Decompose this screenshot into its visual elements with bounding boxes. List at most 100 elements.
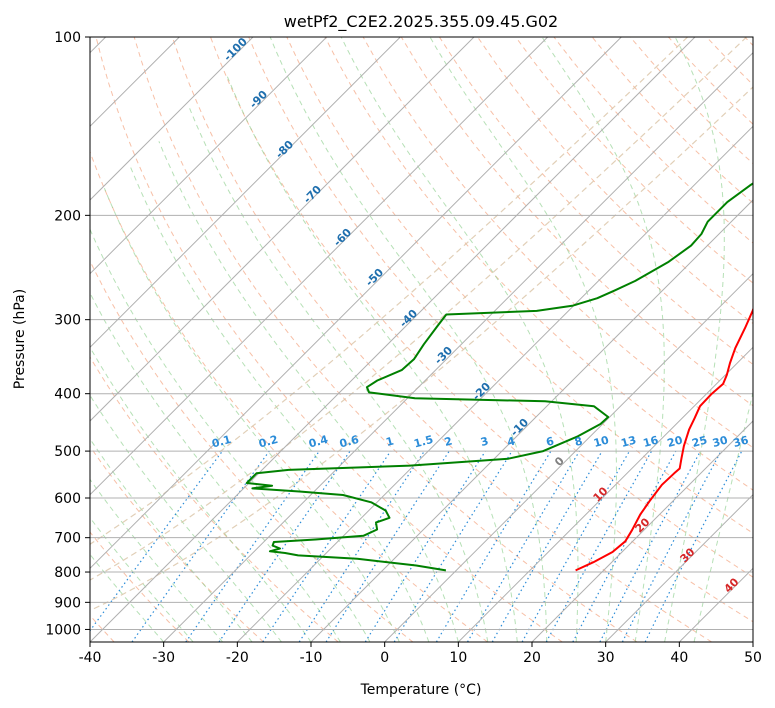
isotherm-line [236, 125, 753, 642]
moist-adiabat-line [103, 188, 400, 642]
x-axis-ticks: -40 -30 -20 -10 0 10 20 30 40 50 [79, 642, 762, 666]
plot-frame [89, 36, 754, 643]
dry-adiabat-line [95, 37, 563, 642]
auxiliary-curve-line [90, 86, 753, 612]
isotherm-line [90, 37, 622, 570]
dry-adiabat-line [400, 37, 753, 407]
x-tick-label: -10 [300, 650, 323, 666]
mixing-ratio-line [262, 450, 392, 642]
moist-adiabat-line [429, 37, 617, 642]
mixing-ratio-label: 4 [506, 434, 517, 449]
y-axis-ticks: 100 200 300 400 500 600 700 800 900 1000 [45, 30, 90, 638]
x-tick-label: -20 [226, 650, 249, 666]
mixing-ratio-line [435, 450, 552, 642]
dry-adiabat-line [210, 37, 753, 623]
mixing-ratio-label: 6 [545, 434, 556, 449]
x-tick-label: 20 [523, 650, 541, 666]
moist-adiabat-line [90, 478, 223, 642]
y-axis-label: Pressure (hPa) [12, 289, 28, 389]
temperature-profile-line [575, 306, 753, 572]
plot-background [90, 37, 753, 642]
y-tick-label: 200 [54, 208, 81, 224]
x-tick-label: -40 [79, 650, 102, 666]
pressure-gridlines [90, 37, 753, 642]
moist-adiabat-line [340, 37, 579, 642]
isotherm-line [90, 37, 475, 422]
x-axis-label: Temperature (°C) [360, 682, 482, 698]
chart-title: wetPf2_C2E2.2025.355.09.45.G02 [284, 12, 558, 32]
mixing-ratio-label: 30 [711, 433, 729, 450]
mixing-ratio-label: 3 [479, 434, 490, 449]
dry-adiabat-line [438, 37, 753, 366]
moist-adiabat-line [225, 72, 518, 642]
mixing-ratio-line [185, 450, 320, 642]
dewpoint-profile-line [245, 182, 753, 572]
y-tick-label: 800 [54, 565, 81, 581]
mixing-ratio-label: 0.1 [210, 433, 232, 451]
moist-adiabat-line [90, 516, 194, 642]
dry-adiabat-line [133, 37, 638, 642]
isotherm-line [384, 272, 753, 642]
isotherm-line [310, 199, 753, 642]
isotherm-line [90, 37, 696, 642]
mixing-ratio-line [218, 450, 351, 642]
mixing-ratio-label: 20 [666, 433, 684, 450]
mixing-ratio-label: 0.2 [257, 433, 279, 451]
x-tick-label: 40 [670, 650, 688, 666]
isotherm-line [457, 346, 753, 642]
dry-adiabat-line [248, 37, 753, 578]
isotherm-line [90, 37, 549, 496]
moist-adiabat-line [664, 37, 725, 642]
mixing-ratio-label: 25 [691, 433, 709, 450]
moist-adiabat-line [90, 228, 371, 642]
moist-adiabat-line [90, 346, 312, 642]
mixing-ratio-label: 36 [732, 433, 750, 450]
mixing-ratio-line [325, 450, 450, 642]
moist-adiabat-line [187, 104, 489, 642]
isotherm-line [605, 493, 753, 642]
mixing-ratio-line [466, 450, 580, 642]
dry-adiabat-line [90, 445, 264, 642]
mixing-ratio-label: 8 [573, 434, 584, 449]
y-tick-label: 500 [54, 444, 81, 460]
moist-adiabat-line [90, 292, 341, 642]
mixing-ratio-label: 1 [384, 434, 395, 449]
isotherm-line [163, 51, 753, 642]
y-tick-label: 400 [54, 387, 81, 403]
x-tick-label: 10 [449, 650, 467, 666]
isotherm-line [90, 37, 254, 201]
x-tick-label: -30 [152, 650, 175, 666]
dry-adiabat-line [171, 37, 712, 642]
mixing-ratio-label: 13 [620, 433, 638, 450]
mixing-ratio-line [298, 450, 425, 642]
isotherm-line [531, 420, 753, 642]
isotherm-line [90, 37, 401, 349]
y-tick-label: 300 [54, 313, 81, 329]
dry-adiabat-line [515, 37, 753, 284]
mixing-ratio-line [364, 450, 486, 642]
y-tick-label: 700 [54, 531, 81, 547]
y-tick-label: 100 [54, 30, 81, 46]
isotherm-line [90, 37, 328, 275]
profile-series [245, 182, 753, 572]
x-tick-label: 30 [597, 650, 615, 666]
dry-adiabat-line [90, 531, 190, 642]
mixing-ratio-label: 0.6 [338, 433, 361, 451]
y-tick-label: 1000 [45, 622, 81, 638]
mixing-ratio-line [572, 450, 677, 642]
y-tick-label: 600 [54, 491, 81, 507]
mixing-ratio-line [599, 450, 702, 642]
x-tick-label: 0 [380, 650, 389, 666]
mixing-ratio-label: 0.4 [307, 433, 330, 451]
y-tick-label: 900 [54, 595, 81, 611]
mixing-ratio-label: 2 [443, 434, 454, 449]
mixing-ratio-label: 10 [592, 433, 610, 450]
mixing-ratio-label: 16 [642, 433, 660, 450]
auxiliary-curve-line [90, 37, 748, 581]
mixing-ratio-label: 1.5 [412, 433, 434, 451]
dry-adiabat-line [90, 150, 488, 642]
moist-adiabat-line [90, 438, 253, 642]
x-tick-label: 50 [744, 650, 762, 666]
auxiliary-curve-line [90, 37, 689, 545]
